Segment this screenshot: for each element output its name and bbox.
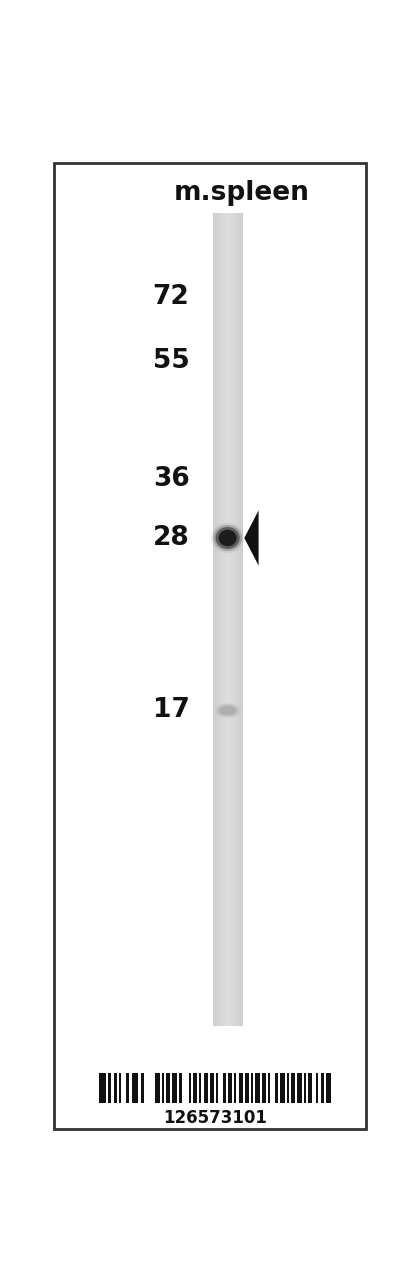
Bar	[99, 1073, 106, 1103]
Bar	[267, 1073, 270, 1103]
Bar	[228, 212, 229, 1025]
Bar	[234, 212, 235, 1025]
Bar	[233, 212, 234, 1025]
Bar	[239, 212, 240, 1025]
Bar	[297, 1073, 301, 1103]
Bar	[230, 212, 231, 1025]
Ellipse shape	[215, 527, 239, 549]
Bar	[216, 212, 217, 1025]
Bar	[308, 1073, 311, 1103]
Bar	[226, 212, 227, 1025]
Bar	[126, 1073, 129, 1103]
Bar	[320, 1073, 324, 1103]
Ellipse shape	[211, 522, 244, 553]
Bar	[210, 1073, 213, 1103]
Bar	[237, 212, 238, 1025]
Bar	[240, 212, 241, 1025]
Bar	[220, 212, 221, 1025]
Bar	[245, 1073, 248, 1103]
Bar	[236, 212, 237, 1025]
Ellipse shape	[219, 705, 235, 716]
Bar	[215, 212, 216, 1025]
Bar	[214, 212, 215, 1025]
Bar	[222, 1073, 226, 1103]
Bar	[189, 1073, 191, 1103]
Bar	[203, 1073, 208, 1103]
Bar	[291, 1073, 294, 1103]
Bar	[261, 1073, 265, 1103]
Ellipse shape	[213, 525, 241, 552]
Bar	[238, 212, 239, 1025]
Bar	[315, 1073, 318, 1103]
Ellipse shape	[216, 704, 238, 717]
Text: 55: 55	[152, 348, 189, 374]
Text: 36: 36	[152, 466, 189, 492]
Bar	[178, 1073, 182, 1103]
Bar	[216, 1073, 218, 1103]
Polygon shape	[244, 511, 258, 566]
Bar	[225, 212, 226, 1025]
Bar	[222, 212, 223, 1025]
Bar	[219, 212, 220, 1025]
Bar	[199, 1073, 201, 1103]
Bar	[221, 212, 222, 1025]
Ellipse shape	[213, 703, 240, 718]
Bar	[234, 1073, 236, 1103]
Text: 28: 28	[152, 525, 189, 550]
Bar	[172, 1073, 176, 1103]
Bar	[212, 212, 213, 1025]
Ellipse shape	[218, 530, 236, 547]
Bar	[224, 212, 225, 1025]
Bar	[228, 1073, 231, 1103]
Bar	[274, 1073, 277, 1103]
Bar	[193, 1073, 196, 1103]
Bar	[238, 1073, 243, 1103]
Bar	[255, 1073, 259, 1103]
Bar	[113, 1073, 117, 1103]
Bar	[232, 212, 233, 1025]
Bar	[326, 1073, 330, 1103]
Bar	[286, 1073, 288, 1103]
Bar	[217, 212, 218, 1025]
Bar	[119, 1073, 121, 1103]
Bar	[279, 1073, 284, 1103]
Bar	[213, 212, 214, 1025]
Bar	[155, 1073, 160, 1103]
Bar	[250, 1073, 253, 1103]
Text: 126573101: 126573101	[162, 1108, 266, 1126]
Text: 72: 72	[152, 283, 189, 310]
Bar	[241, 212, 242, 1025]
Text: 17: 17	[152, 698, 189, 723]
Bar	[303, 1073, 306, 1103]
Bar	[140, 1073, 144, 1103]
Bar	[231, 212, 232, 1025]
Bar	[166, 1073, 169, 1103]
Bar	[235, 212, 236, 1025]
Bar	[227, 212, 228, 1025]
Bar	[131, 1073, 138, 1103]
Text: m.spleen: m.spleen	[173, 180, 309, 206]
Bar	[162, 1073, 164, 1103]
Bar	[229, 212, 230, 1025]
Bar	[218, 212, 219, 1025]
Bar	[108, 1073, 111, 1103]
Bar	[223, 212, 224, 1025]
